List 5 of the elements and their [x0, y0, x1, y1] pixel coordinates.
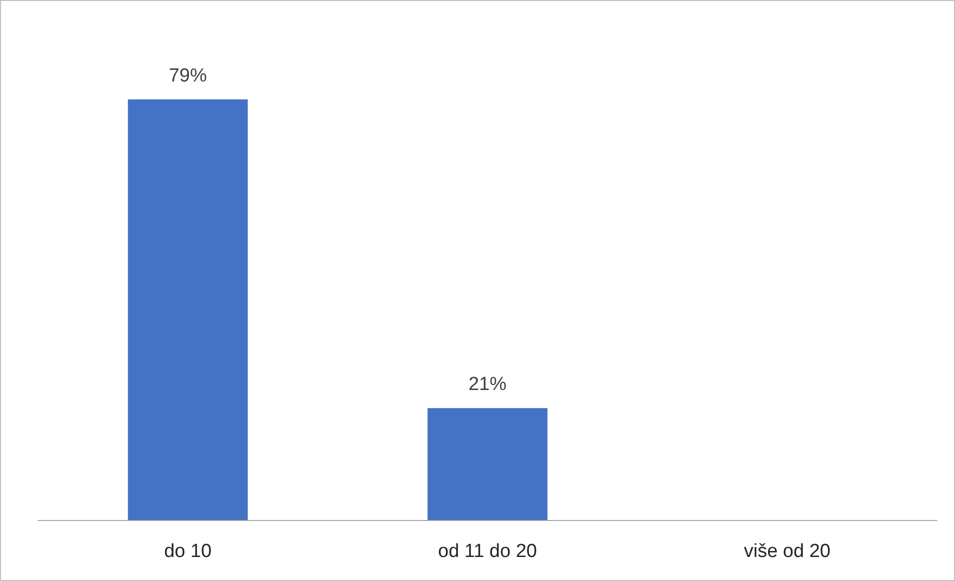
x-tick-label: do 10 — [164, 541, 212, 562]
x-tick-label: od 11 do 20 — [438, 541, 537, 562]
data-label: 79% — [168, 65, 207, 86]
data-label: 21% — [468, 374, 507, 396]
x-tick-label: više od 20 — [744, 541, 830, 562]
